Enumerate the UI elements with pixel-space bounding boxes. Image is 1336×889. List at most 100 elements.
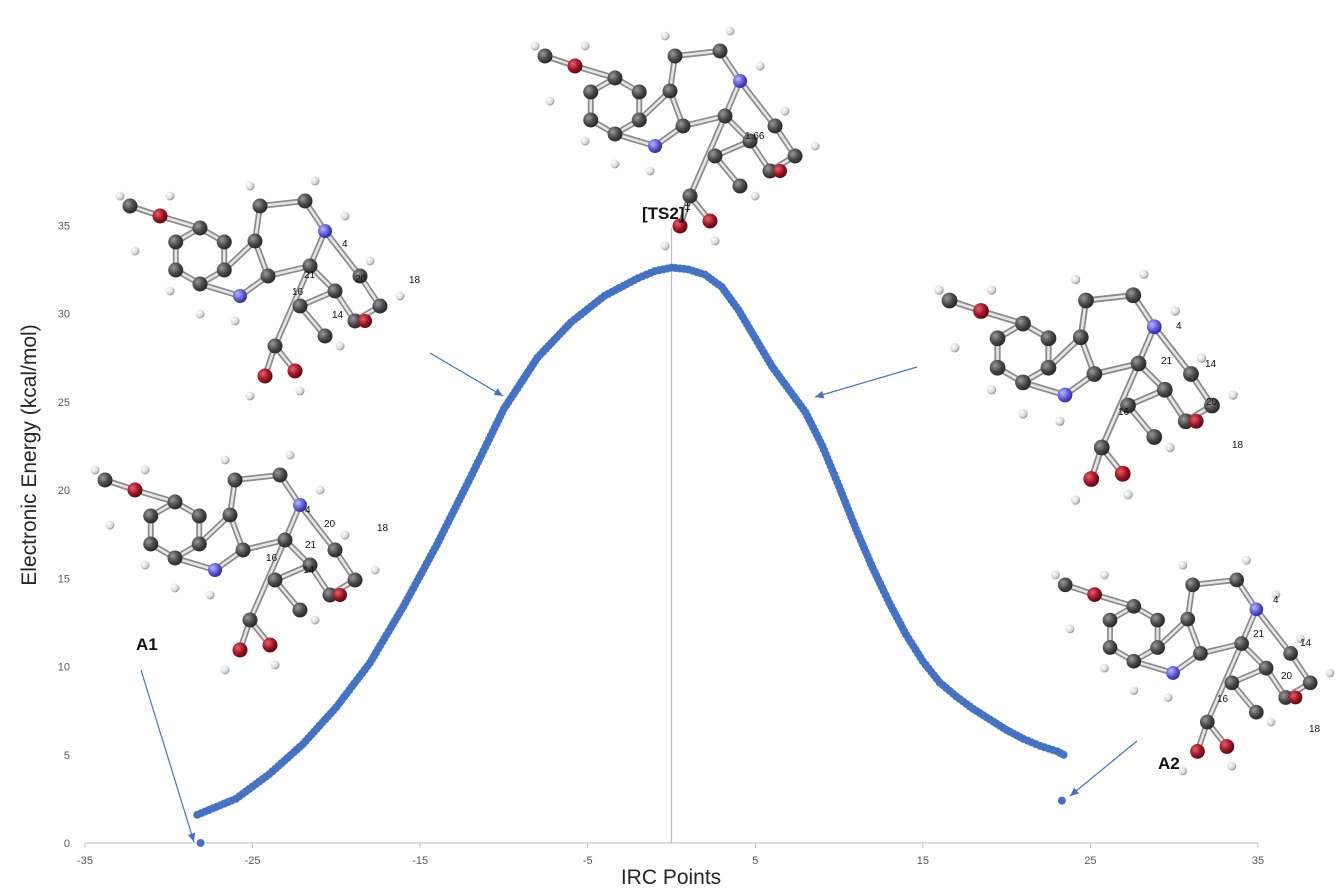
atom-number: 20 — [324, 519, 336, 530]
hydrogen-atom — [1123, 490, 1133, 500]
atom — [631, 112, 647, 128]
x-tick-label: -25 — [245, 855, 261, 867]
atom — [662, 83, 678, 99]
atom — [347, 572, 363, 588]
atom — [631, 84, 647, 100]
atom — [672, 218, 688, 234]
hydrogen-atom — [1065, 624, 1075, 634]
hydrogen-atom — [1242, 555, 1251, 565]
hydrogen-atom — [1227, 761, 1237, 771]
atom-number: 4 — [1273, 595, 1279, 606]
atom — [297, 193, 313, 209]
hydrogen-atom — [610, 159, 620, 169]
hydrogen-atom — [395, 291, 405, 301]
hydrogen-atom — [1099, 663, 1109, 673]
atom-number: 4 — [1176, 321, 1182, 332]
atom — [1015, 374, 1031, 391]
atom — [732, 178, 748, 194]
atom — [322, 587, 338, 603]
hydrogen-atom — [660, 241, 670, 251]
atom — [1156, 381, 1173, 398]
hydrogen-atom — [140, 560, 150, 570]
atom — [1057, 577, 1073, 593]
x-tick-label: -5 — [583, 855, 593, 867]
atom — [1177, 413, 1194, 430]
atom — [327, 542, 343, 558]
atom — [648, 139, 662, 153]
atom — [318, 224, 332, 238]
atom — [1015, 315, 1031, 332]
hydrogen-atom — [725, 26, 735, 36]
atom — [607, 70, 623, 86]
atom — [122, 198, 138, 214]
atom — [272, 467, 288, 483]
molecule-structure — [934, 269, 1238, 505]
atom — [227, 472, 243, 488]
atom — [583, 84, 599, 100]
hydrogen-atom — [170, 583, 180, 593]
atom — [1278, 690, 1294, 705]
atom — [989, 330, 1006, 347]
molecule-structures — [90, 26, 1335, 776]
atom-number: 14 — [1205, 359, 1217, 370]
arrow-a1 — [140, 669, 196, 843]
hydrogen-atom — [310, 176, 320, 186]
x-tick-label: 25 — [1084, 855, 1096, 867]
atom — [787, 148, 803, 164]
atom — [1258, 660, 1274, 676]
atom — [143, 508, 159, 524]
atom-number: 14 — [1300, 638, 1312, 649]
x-tick-label: 35 — [1252, 855, 1264, 867]
y-tick-label: 0 — [64, 838, 70, 850]
hydrogen-atom — [1295, 634, 1305, 644]
atom — [537, 48, 553, 64]
atom — [1229, 572, 1245, 588]
atom — [1126, 599, 1142, 614]
atom — [707, 148, 723, 164]
hydrogen-atom — [1070, 274, 1081, 285]
atom — [347, 313, 363, 329]
hydrogen-atom — [1050, 570, 1060, 580]
hydrogen-atom — [934, 285, 944, 295]
atom — [216, 234, 232, 250]
hydrogen-atom — [1228, 390, 1238, 400]
bond-length-label: 1.66 — [745, 131, 765, 142]
atom — [358, 314, 372, 328]
atom — [1183, 366, 1199, 382]
hydrogen-atom — [105, 520, 115, 530]
atom — [232, 642, 248, 658]
hydrogen-atom — [1170, 306, 1180, 316]
atom — [941, 292, 958, 309]
hydrogen-atom — [1018, 409, 1028, 419]
atom — [242, 612, 258, 628]
y-tick-label: 20 — [58, 485, 70, 497]
hydrogen-atom — [1099, 570, 1109, 580]
atom-number: 14 — [332, 310, 344, 321]
atom — [191, 536, 207, 552]
atom — [222, 507, 238, 523]
hydrogen-atom — [285, 450, 295, 460]
hydrogen-atom — [90, 465, 100, 475]
hydrogen-atom — [1163, 693, 1173, 702]
atom — [167, 550, 183, 566]
atom — [767, 118, 783, 134]
atom — [1302, 675, 1318, 691]
atom — [372, 298, 388, 314]
atom — [1040, 330, 1057, 347]
molecule-structure — [90, 450, 380, 675]
atom — [1204, 397, 1220, 414]
atom-number: 20 — [1206, 397, 1218, 408]
x-tick-label: -35 — [77, 855, 93, 867]
atom-number: 20 — [1281, 671, 1293, 682]
atom — [1283, 646, 1298, 661]
atom — [1125, 287, 1142, 304]
hydrogen-atom — [115, 191, 125, 201]
data-point — [1059, 750, 1068, 759]
atom-number: 18 — [1232, 440, 1244, 451]
y-tick-label: 25 — [58, 397, 70, 409]
y-tick-label: 5 — [64, 750, 70, 762]
atom — [247, 233, 263, 249]
hydrogen-atom — [950, 343, 960, 353]
atom — [1234, 636, 1249, 651]
atom-number: 16 — [1217, 694, 1229, 705]
